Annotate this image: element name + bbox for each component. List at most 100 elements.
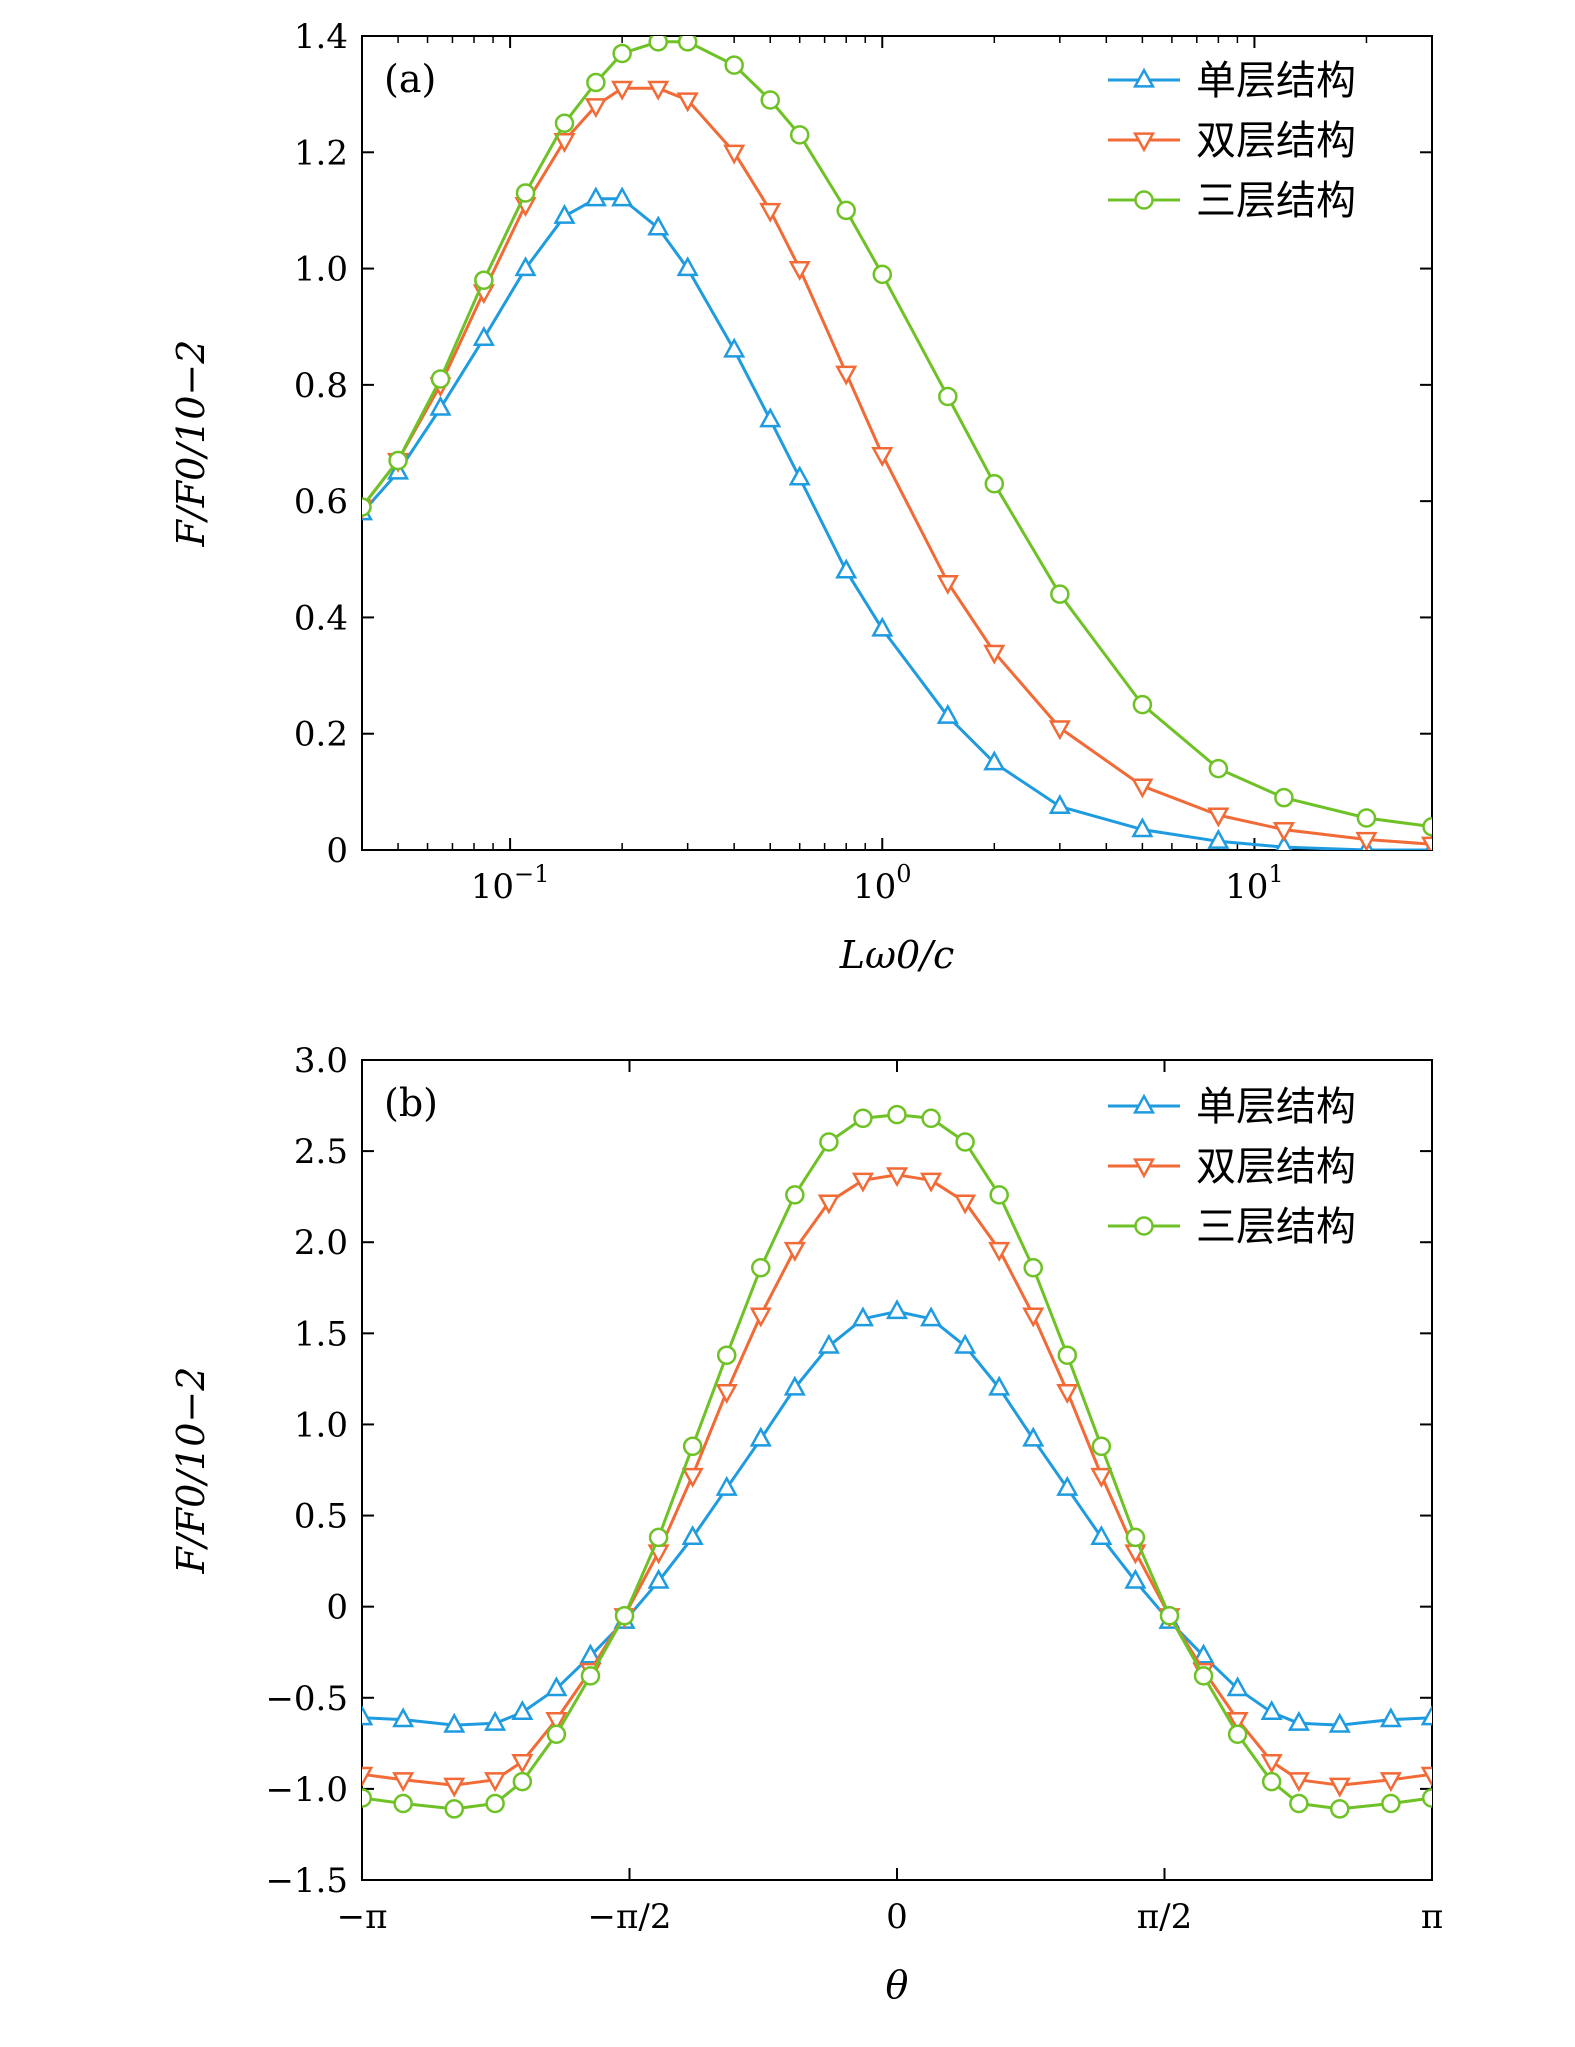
data-point [1260, 1753, 1283, 1774]
data-point [1050, 584, 1070, 604]
data-point [1022, 1307, 1045, 1328]
data-point [955, 1132, 975, 1152]
data-point [681, 1467, 704, 1488]
data-point [1422, 816, 1432, 837]
data-point [1328, 1777, 1351, 1798]
data-point [1048, 720, 1071, 741]
data-point [553, 203, 576, 224]
data-point [885, 1299, 909, 1320]
data-point [611, 80, 634, 101]
data-point [715, 1475, 738, 1496]
y-tick-label: −0.5 [265, 1679, 348, 1719]
data-point [887, 1104, 907, 1125]
data-point [1274, 787, 1294, 808]
data-point [788, 260, 811, 281]
data-point [1328, 1712, 1351, 1733]
data-point [783, 1375, 806, 1396]
data-point [1330, 1799, 1350, 1819]
data-point [920, 1172, 943, 1193]
data-point [1207, 828, 1230, 849]
data-point [983, 750, 1006, 771]
data-point [392, 1772, 415, 1793]
data-point [586, 72, 606, 93]
data-point [362, 1788, 373, 1808]
data-point [512, 1771, 533, 1792]
data-point [511, 1699, 534, 1720]
y-tick-label: −1.5 [265, 1861, 348, 1901]
data-point [723, 337, 746, 358]
data-point [871, 447, 894, 467]
data-point [1379, 1707, 1402, 1728]
data-point [1193, 1666, 1214, 1686]
data-point [546, 1724, 567, 1744]
data-point [1420, 1766, 1432, 1787]
y-axis-label: F/F0/10−2 [169, 1367, 213, 1575]
data-point [676, 92, 699, 113]
data-point [584, 98, 607, 119]
data-point [789, 125, 810, 145]
legend-label: 双层结构 [1196, 118, 1356, 164]
data-point [1131, 778, 1154, 799]
legend-label: 单层结构 [1196, 1084, 1356, 1130]
y-tick-label: −1.0 [265, 1770, 348, 1810]
y-tick-label: 0.8 [294, 366, 348, 406]
data-point [1275, 834, 1293, 850]
plot-frame [361, 35, 1433, 851]
data-point [1048, 794, 1071, 814]
y-tick-label: 1.2 [294, 133, 348, 173]
legend-marker [1132, 132, 1156, 153]
series-line [362, 197, 1432, 850]
data-point [872, 264, 893, 285]
data-point [1287, 1710, 1310, 1731]
data-point [817, 1333, 840, 1354]
panel-b: −1.5 −1.0 −0.5 0 0.5 1.0 1.5 2.0 2.5 3.0 −π −π/2 0 π/… [169, 1041, 1443, 2007]
panel-a: 0 0.2 0.4 0.6 0.8 1.0 1.2 1.4 10−1 100 101 Lω0/c F/F… [169, 17, 1433, 977]
data-point [1056, 1475, 1079, 1496]
data-point [760, 90, 780, 110]
data-point [921, 1108, 941, 1129]
data-point [443, 1777, 466, 1798]
data-point [443, 1712, 466, 1733]
x-axis-label: θ [886, 1963, 909, 2007]
data-point [647, 80, 670, 101]
data-point [1090, 1467, 1113, 1488]
data-point [938, 386, 958, 407]
data-point [388, 450, 408, 471]
data-point [954, 1194, 977, 1215]
data-point [362, 1705, 374, 1726]
data-point [1091, 1436, 1112, 1457]
legend-label: 单层结构 [1196, 58, 1356, 104]
data-point [984, 473, 1005, 494]
legend-marker [1134, 1216, 1154, 1236]
y-tick-label: 0.4 [294, 598, 348, 638]
legend-label: 三层结构 [1196, 178, 1356, 224]
panel-tag: (a) [384, 57, 436, 101]
y-tick-label: 1.5 [294, 1314, 348, 1354]
series-triple [362, 1104, 1432, 1819]
x-tick-label: π/2 [1137, 1897, 1192, 1937]
series-single [362, 186, 1432, 850]
data-point [1421, 1788, 1432, 1808]
data-point [817, 1194, 840, 1215]
data-point [920, 1306, 943, 1327]
data-point [936, 574, 959, 595]
data-point [954, 1333, 977, 1354]
data-point [647, 215, 670, 236]
data-point [835, 558, 858, 579]
data-point [1022, 1426, 1045, 1447]
data-point [1124, 1568, 1147, 1589]
data-point [1131, 817, 1154, 838]
data-point [988, 1241, 1011, 1262]
data-point [1208, 758, 1229, 779]
data-point [819, 1132, 839, 1152]
data-point [759, 202, 782, 223]
data-point [648, 1527, 669, 1548]
data-point [783, 1241, 806, 1262]
data-point [1287, 1772, 1310, 1793]
data-point [1272, 822, 1295, 843]
data-point [545, 1712, 568, 1733]
data-point [724, 55, 744, 75]
